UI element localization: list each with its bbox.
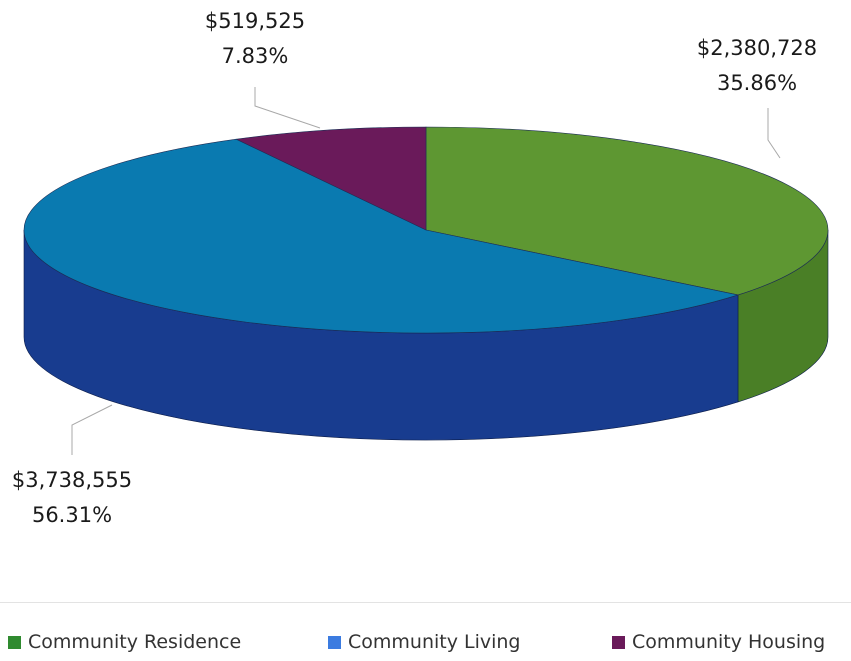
data-label-percent-community-residence: 35.86%: [717, 71, 797, 95]
leader-line-community-living: [72, 405, 112, 455]
legend-swatch-community-housing: [612, 636, 625, 649]
legend-item-community-living: Community Living: [328, 631, 521, 653]
pie-chart: $2,380,728 35.86% $3,738,555 56.31% $519,525…: [0, 0, 851, 600]
data-label-percent-community-living: 56.31%: [32, 503, 112, 527]
data-label-percent-community-housing: 7.83%: [222, 44, 289, 68]
legend-label-community-housing: Community Housing: [632, 631, 825, 653]
data-label-value-community-residence: $2,380,728: [697, 36, 817, 60]
data-label-value-community-housing: $519,525: [205, 9, 305, 33]
pie-layer: [24, 127, 828, 440]
legend-label-community-residence: Community Residence: [28, 631, 241, 653]
legend-swatch-community-residence: [8, 636, 21, 649]
legend-label-community-living: Community Living: [348, 631, 521, 653]
legend: Community Residence Community Living Com…: [0, 602, 851, 661]
legend-item-community-residence: Community Residence: [8, 631, 241, 653]
leader-line-community-residence: [768, 108, 780, 158]
legend-item-community-housing: Community Housing: [612, 631, 825, 653]
leader-line-community-housing: [255, 87, 320, 128]
legend-swatch-community-living: [328, 636, 341, 649]
data-label-value-community-living: $3,738,555: [12, 468, 132, 492]
